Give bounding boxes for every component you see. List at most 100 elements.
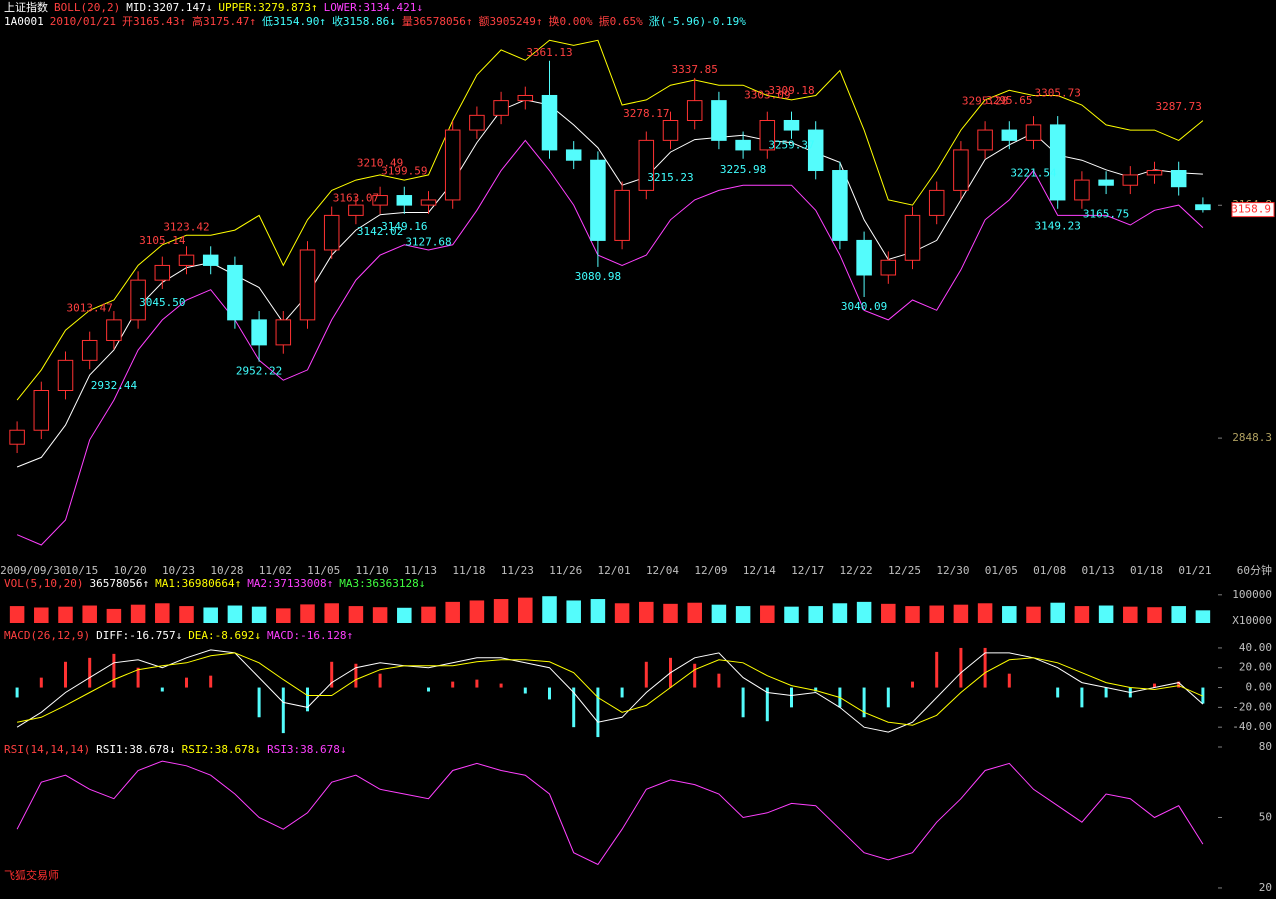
series-line bbox=[16, 39, 1204, 401]
volume-bar bbox=[590, 599, 606, 623]
x-tick-label: 01/08 bbox=[1033, 564, 1066, 577]
volume-bar bbox=[9, 606, 25, 623]
volume-bar bbox=[518, 597, 533, 623]
candle-body bbox=[1195, 204, 1211, 211]
y-tick-label: 40.00 bbox=[1239, 641, 1272, 654]
unit-label: X10000 bbox=[1232, 614, 1272, 627]
candle-body bbox=[1049, 124, 1066, 201]
volume-bar bbox=[445, 601, 460, 623]
candle-body bbox=[1146, 170, 1163, 176]
x-tick-label: 11/18 bbox=[452, 564, 485, 577]
legend-item: DIFF:-16.757↓ bbox=[96, 629, 182, 642]
x-tick-label: 01/18 bbox=[1130, 564, 1163, 577]
x-tick-label: 10/15 bbox=[65, 564, 98, 577]
volume-bar bbox=[82, 605, 97, 623]
high-label: 3337.85 bbox=[672, 63, 718, 76]
volume-bar bbox=[203, 607, 218, 623]
high-label: 3013.47 bbox=[67, 302, 113, 315]
legend-item: 量36578056↑ bbox=[402, 15, 473, 28]
legend-item: 开3165.43↑ bbox=[122, 15, 186, 28]
low-label: 2932.44 bbox=[91, 379, 138, 392]
series-line bbox=[16, 139, 1204, 546]
candle-body bbox=[735, 139, 751, 151]
y-tick-label: 20 bbox=[1259, 881, 1272, 894]
volume-bar bbox=[324, 603, 339, 623]
volume-bar bbox=[227, 605, 243, 623]
legend-item: 振0.65% bbox=[599, 14, 643, 28]
y-tick-label: 80 bbox=[1259, 740, 1272, 753]
legend-item: 上证指数 bbox=[4, 0, 48, 14]
candle-body bbox=[57, 359, 74, 392]
candle-body bbox=[783, 119, 800, 131]
legend-item: UPPER:3279.873↑ bbox=[218, 1, 317, 14]
legend-item: 换0.00% bbox=[549, 14, 593, 28]
candle-body bbox=[832, 170, 848, 241]
volume-bar bbox=[300, 604, 315, 623]
volume-bar bbox=[663, 603, 678, 623]
x-tick-label: 11/13 bbox=[404, 564, 437, 577]
candle-body bbox=[33, 390, 50, 431]
volume-bar bbox=[1171, 606, 1186, 623]
volume-bar bbox=[155, 603, 170, 623]
low-label: 3215.23 bbox=[647, 171, 693, 184]
volume-bar bbox=[1147, 607, 1162, 623]
candle-body bbox=[130, 279, 146, 321]
volume-bar bbox=[1195, 610, 1211, 623]
candle-body bbox=[106, 319, 122, 341]
volume-bar bbox=[614, 603, 630, 623]
x-tick-label: 10/23 bbox=[162, 564, 195, 577]
x-tick-label: 01/21 bbox=[1178, 564, 1211, 577]
volume-bar bbox=[1050, 602, 1065, 623]
low-label: 3259.37 bbox=[768, 139, 814, 152]
high-label: 3305.73 bbox=[1035, 87, 1081, 100]
high-label: 3163.07 bbox=[333, 192, 379, 205]
volume-bar bbox=[397, 607, 412, 623]
legend-item: VOL(5,10,20) bbox=[4, 577, 83, 590]
current-price-box bbox=[1231, 202, 1275, 218]
candle-body bbox=[904, 214, 921, 261]
x-tick-label: 11/26 bbox=[549, 564, 582, 577]
candle-body bbox=[202, 254, 219, 266]
candle-body bbox=[444, 129, 461, 201]
low-label: 3080.98 bbox=[575, 270, 621, 283]
low-label: 3149.16 bbox=[381, 220, 427, 233]
candle-body bbox=[1098, 179, 1114, 186]
y-tick-label: 20.00 bbox=[1239, 661, 1272, 674]
x-tick-label: 2009/09/30 bbox=[0, 564, 66, 577]
candle-body bbox=[1122, 174, 1139, 186]
low-label: 3040.09 bbox=[841, 300, 887, 313]
candle-body bbox=[81, 339, 98, 361]
volume-bar bbox=[1074, 606, 1090, 623]
volume-bar bbox=[735, 606, 751, 623]
high-label: 3278.17 bbox=[623, 107, 669, 120]
candle-body bbox=[614, 189, 630, 241]
candle-body bbox=[396, 195, 413, 206]
candle-body bbox=[711, 100, 727, 141]
volume-bar bbox=[639, 601, 654, 623]
volume-bar bbox=[856, 601, 872, 623]
volume-bar bbox=[711, 604, 727, 623]
x-tick-label: 12/25 bbox=[888, 564, 921, 577]
x-tick-label: 10/20 bbox=[114, 564, 147, 577]
x-tick-label: 12/09 bbox=[694, 564, 727, 577]
volume-bar bbox=[130, 604, 146, 623]
legend-item: BOLL(20,2) bbox=[54, 1, 120, 14]
low-label: 3225.98 bbox=[720, 163, 766, 176]
candle-body bbox=[469, 114, 485, 131]
x-tick-label: 12/14 bbox=[743, 564, 776, 577]
high-label: 3295.65 bbox=[986, 94, 1032, 107]
candle-body bbox=[1074, 179, 1090, 201]
x-tick-label: 11/10 bbox=[356, 564, 389, 577]
volume-bar bbox=[784, 606, 799, 623]
candle-body bbox=[348, 204, 364, 216]
legend-item: LOWER:3134.421↓ bbox=[324, 1, 423, 14]
legend-item: 涨(-5.96)-0.19% bbox=[649, 15, 746, 28]
volume-bar bbox=[566, 600, 581, 623]
high-label: 3105.14 bbox=[139, 234, 186, 247]
x-tick-label: 12/30 bbox=[936, 564, 969, 577]
series-line bbox=[16, 760, 1204, 866]
volume-bar bbox=[1002, 606, 1017, 623]
high-label: 3295.28 bbox=[962, 94, 1008, 107]
volume-bar bbox=[1098, 605, 1114, 623]
